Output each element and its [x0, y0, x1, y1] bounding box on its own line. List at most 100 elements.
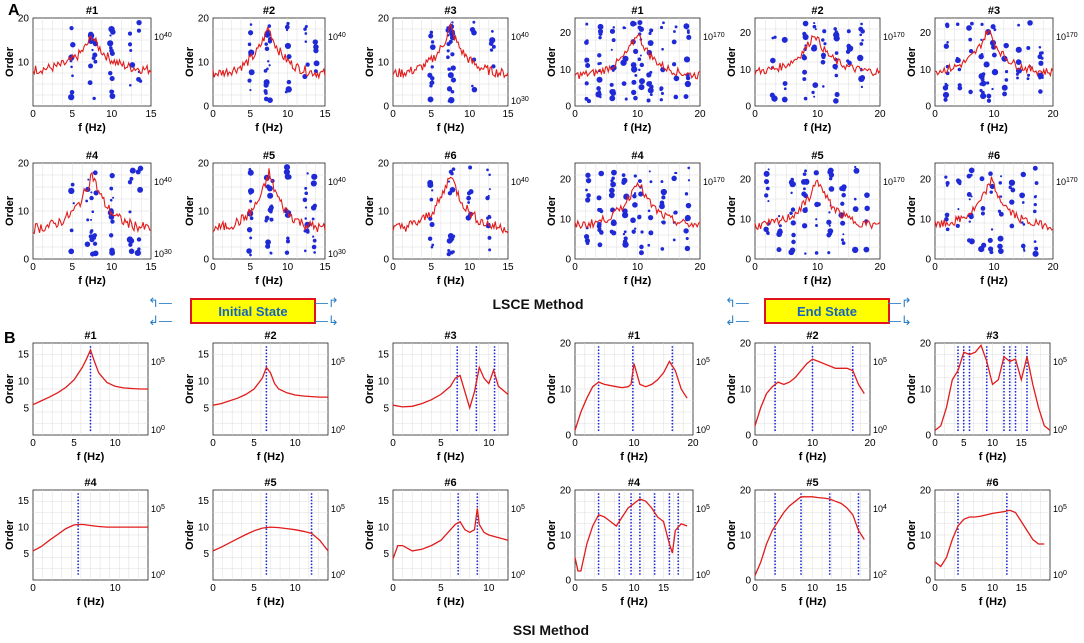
stable-pole-dot	[89, 400, 92, 403]
stable-pole-dot	[265, 525, 268, 527]
stable-pole-dot	[429, 44, 436, 50]
stable-pole-dot	[77, 499, 80, 502]
stable-pole-dot	[957, 374, 959, 377]
stable-pole-dot	[456, 416, 459, 419]
stable-pole-dot	[1003, 349, 1005, 352]
stable-pole-dot	[957, 416, 959, 419]
stable-pole-dot	[621, 180, 626, 185]
chart-title: #5	[811, 150, 823, 162]
stable-pole-dot	[618, 566, 621, 569]
stable-pole-dot	[638, 78, 646, 85]
stable-pole-dot	[774, 541, 777, 543]
y-tick-label: 10	[198, 376, 210, 387]
stable-pole-dot	[800, 573, 802, 575]
stable-pole-dot	[618, 550, 621, 553]
stable-pole-dot	[136, 28, 141, 33]
x-axis-label: f (Hz)	[257, 596, 285, 608]
stable-pole-dot	[430, 245, 434, 249]
y-tick-label: 20	[18, 14, 30, 25]
stable-pole-dot	[985, 371, 988, 374]
stable-pole-dot	[284, 42, 292, 49]
x-tick-label: 10	[807, 438, 819, 449]
stable-pole-dot	[134, 249, 141, 257]
stable-pole-dot	[89, 237, 95, 243]
stable-pole-dot	[851, 403, 854, 406]
stable-pole-dot	[668, 521, 671, 524]
stable-pole-dot	[812, 24, 817, 29]
stable-pole-dot	[811, 429, 814, 432]
stable-pole-dot	[660, 91, 664, 95]
stable-pole-dot	[135, 169, 141, 175]
stable-pole-dot	[597, 242, 603, 248]
stable-pole-dot	[815, 224, 818, 227]
stable-pole-dot	[77, 566, 80, 569]
y-tick-label: 10	[198, 58, 210, 69]
stable-pole-dot	[811, 419, 814, 422]
y-tick-label: 10	[18, 58, 30, 69]
stable-pole-dot	[633, 48, 639, 54]
spectrum-line	[32, 171, 152, 235]
stable-pole-dot	[774, 397, 777, 400]
stable-pole-dot	[789, 211, 793, 216]
stable-pole-dot	[1003, 381, 1005, 384]
stable-pole-dot	[986, 93, 992, 99]
stable-pole-dot	[812, 82, 819, 89]
stable-pole-dot	[77, 531, 80, 534]
stable-pole-dot	[774, 371, 777, 374]
stable-pole-dot	[456, 429, 459, 432]
x-tick-label: 10	[632, 109, 644, 120]
stable-pole-dot	[957, 544, 959, 547]
stable-pole-dot	[671, 403, 674, 406]
stable-pole-dot	[457, 537, 460, 540]
stable-pole-dot	[684, 80, 691, 88]
stable-pole-dot	[585, 172, 591, 178]
right-axis-tick: 105	[511, 504, 525, 515]
stable-pole-dot	[618, 531, 621, 534]
stable-pole-dot	[648, 81, 653, 85]
stable-pole-dot	[471, 86, 478, 93]
stable-pole-dot	[585, 197, 591, 203]
stable-pole-dot	[1038, 60, 1044, 66]
stable-pole-dot	[677, 496, 680, 499]
stable-pole-dot	[77, 550, 80, 553]
stable-pole-dot	[677, 509, 680, 511]
stable-pole-dot	[653, 521, 656, 524]
stable-pole-dot	[767, 232, 770, 236]
stable-pole-dot	[962, 394, 965, 396]
stable-pole-dot	[630, 66, 638, 73]
stable-pole-dot	[671, 413, 674, 416]
x-tick-label: 0	[572, 438, 578, 449]
stable-pole-dot	[476, 544, 479, 547]
stable-pole-dot	[631, 384, 634, 387]
stable-pole-dot	[109, 48, 114, 54]
stable-pole-dot	[800, 509, 802, 511]
x-tick-label: 10	[106, 262, 118, 273]
x-axis-label: f (Hz)	[804, 275, 832, 287]
stable-pole-dot	[305, 228, 310, 233]
stable-pole-dot	[857, 512, 860, 515]
chart-title: #4	[631, 150, 644, 162]
stable-pole-dot	[263, 79, 270, 86]
stable-pole-dot	[998, 211, 1004, 217]
stable-pole-dot	[962, 403, 965, 406]
stable-pole-dot	[630, 217, 636, 224]
stable-pole-dot	[597, 346, 600, 348]
stable-pole-dot	[985, 346, 988, 348]
stable-pole-dot	[1014, 426, 1017, 428]
stable-pole-dot	[637, 25, 642, 30]
y-axis-label: Order	[4, 195, 16, 226]
x-tick-label: 15	[319, 109, 331, 120]
stable-pole-dot	[774, 505, 777, 508]
stable-pole-dot	[631, 406, 634, 409]
stable-pole-dot	[639, 62, 645, 68]
stable-pole-dot	[639, 528, 641, 531]
stable-pole-dot	[446, 55, 450, 60]
stable-pole-dot	[846, 43, 852, 49]
x-axis-label: f (Hz)	[804, 122, 832, 134]
stable-pole-dot	[631, 394, 634, 396]
stable-pole-dot	[597, 547, 600, 550]
